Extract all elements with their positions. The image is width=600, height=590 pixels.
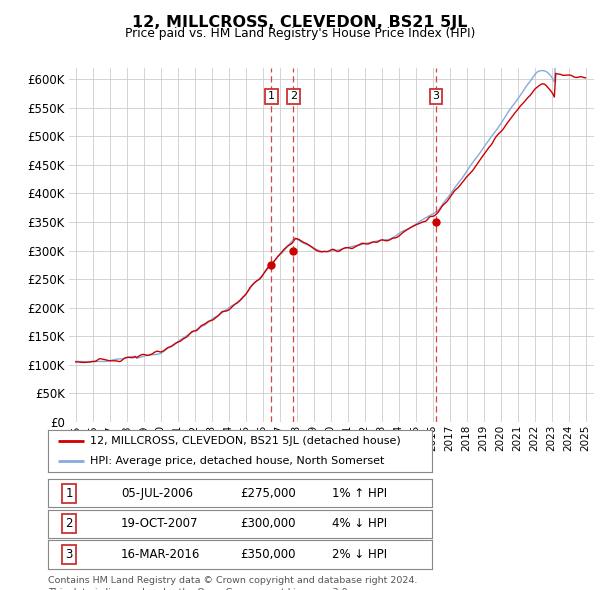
- Text: 3: 3: [65, 548, 73, 561]
- Text: 1: 1: [268, 91, 275, 101]
- Text: £300,000: £300,000: [240, 517, 296, 530]
- Text: 2% ↓ HPI: 2% ↓ HPI: [332, 548, 387, 561]
- Text: 1% ↑ HPI: 1% ↑ HPI: [332, 487, 387, 500]
- Text: 12, MILLCROSS, CLEVEDON, BS21 5JL: 12, MILLCROSS, CLEVEDON, BS21 5JL: [132, 15, 468, 30]
- Text: 12, MILLCROSS, CLEVEDON, BS21 5JL (detached house): 12, MILLCROSS, CLEVEDON, BS21 5JL (detac…: [90, 436, 401, 446]
- Text: Price paid vs. HM Land Registry's House Price Index (HPI): Price paid vs. HM Land Registry's House …: [125, 27, 475, 40]
- Text: 19-OCT-2007: 19-OCT-2007: [121, 517, 199, 530]
- Text: 2: 2: [65, 517, 73, 530]
- Text: 2: 2: [290, 91, 297, 101]
- Text: £275,000: £275,000: [240, 487, 296, 500]
- Text: This data is licensed under the Open Government Licence v3.0.: This data is licensed under the Open Gov…: [48, 588, 350, 590]
- Text: 4% ↓ HPI: 4% ↓ HPI: [332, 517, 387, 530]
- Text: 1: 1: [65, 487, 73, 500]
- Text: 16-MAR-2016: 16-MAR-2016: [121, 548, 200, 561]
- Text: Contains HM Land Registry data © Crown copyright and database right 2024.: Contains HM Land Registry data © Crown c…: [48, 576, 418, 585]
- Text: 05-JUL-2006: 05-JUL-2006: [121, 487, 193, 500]
- Text: HPI: Average price, detached house, North Somerset: HPI: Average price, detached house, Nort…: [90, 455, 385, 466]
- Text: 3: 3: [433, 91, 440, 101]
- Text: £350,000: £350,000: [240, 548, 296, 561]
